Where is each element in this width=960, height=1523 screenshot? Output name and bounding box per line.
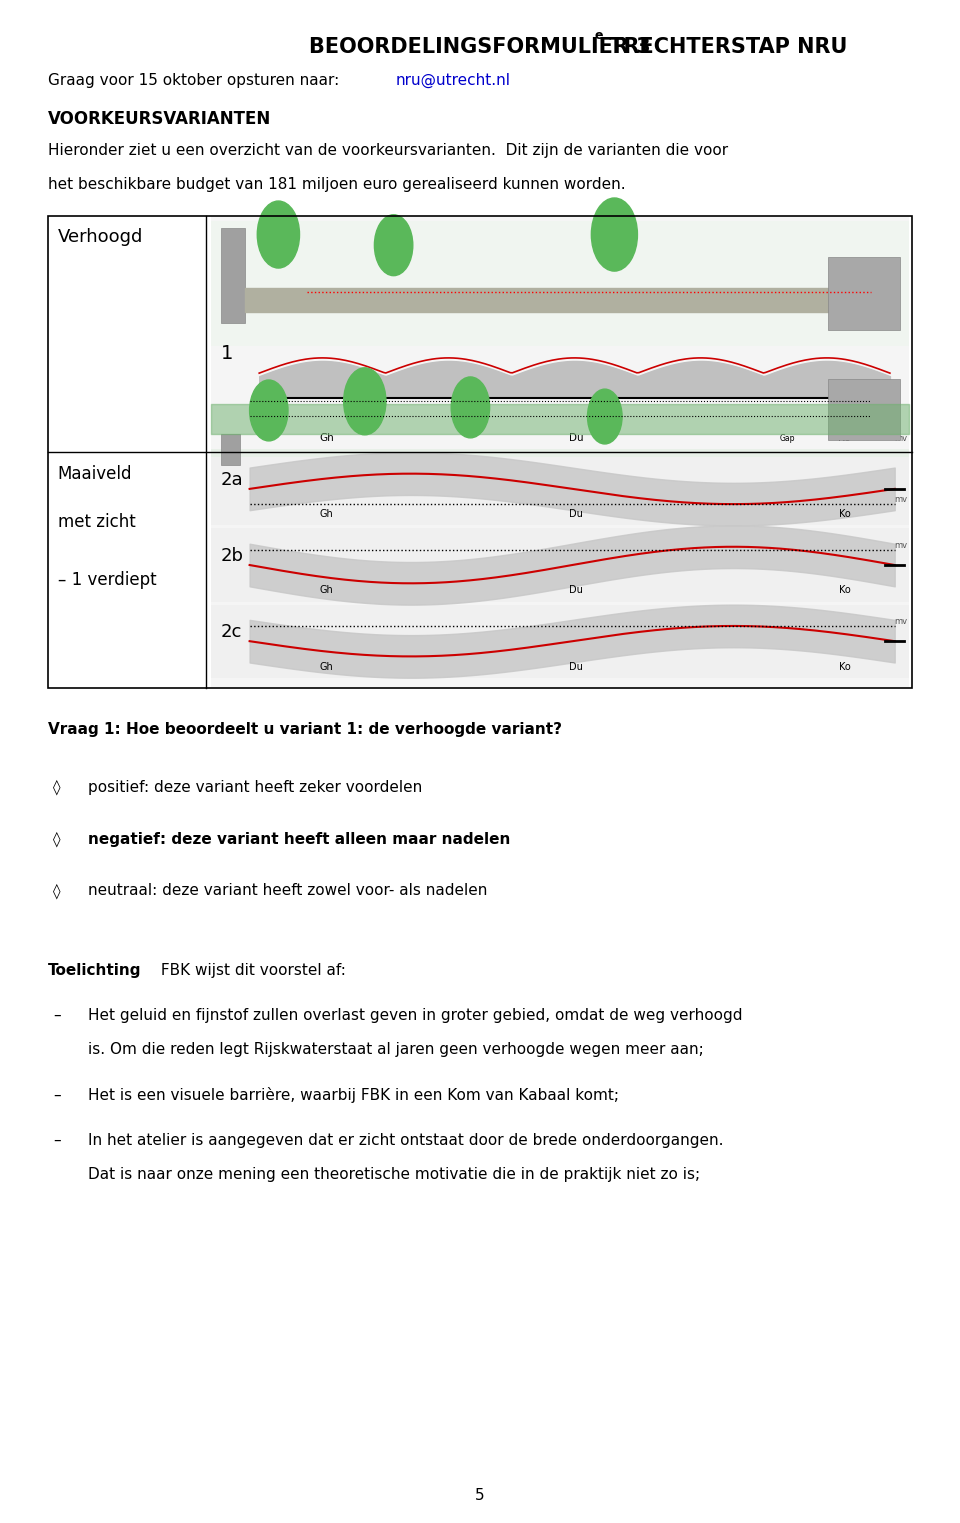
Text: Du: Du (569, 509, 583, 519)
Text: Ko: Ko (839, 509, 851, 519)
Text: is. Om die reden legt Rijskwaterstaat al jaren geen verhoogde wegen meer aan;: is. Om die reden legt Rijskwaterstaat al… (88, 1042, 704, 1057)
Text: Gh: Gh (320, 585, 333, 595)
Circle shape (250, 379, 288, 440)
Text: mv: mv (894, 495, 907, 504)
Text: het beschikbare budget van 181 miljoen euro gerealiseerd kunnen worden.: het beschikbare budget van 181 miljoen e… (48, 177, 626, 192)
Text: – 1 verdiept: – 1 verdiept (58, 571, 156, 589)
Text: mv: mv (894, 541, 907, 550)
Text: Gh: Gh (320, 509, 333, 519)
Text: –: – (53, 1133, 60, 1148)
Text: Dat is naar onze mening een theoretische motivatie die in de praktijk niet zo is: Dat is naar onze mening een theoretische… (88, 1167, 701, 1182)
Bar (221, 434, 240, 465)
Text: –: – (53, 1008, 60, 1023)
Text: Het is een visuele barrière, waarbij FBK in een Kom van Kabaal komt;: Het is een visuele barrière, waarbij FBK… (88, 1087, 619, 1104)
Circle shape (591, 198, 637, 271)
Text: Gap: Gap (780, 434, 795, 443)
Text: neutraal: deze variant heeft zowel voor- als nadelen: neutraal: deze variant heeft zowel voor-… (88, 883, 488, 899)
Text: Vraag 1: Hoe beoordeelt u variant 1: de verhoogde variant?: Vraag 1: Hoe beoordeelt u variant 1: de … (48, 722, 562, 737)
Text: BEOORDELINGSFORMULIER 3: BEOORDELINGSFORMULIER 3 (309, 37, 651, 56)
Text: Ko: Ko (838, 433, 852, 443)
Text: Maaiveld: Maaiveld (58, 465, 132, 483)
Text: e: e (594, 29, 603, 43)
Text: mv: mv (894, 434, 907, 443)
Text: 2c: 2c (221, 623, 242, 641)
Text: negatief: deze variant heeft alleen maar nadelen: negatief: deze variant heeft alleen maar… (88, 832, 511, 847)
Text: Toelichting: Toelichting (48, 963, 141, 978)
Text: VOORKEURSVARIANTEN: VOORKEURSVARIANTEN (48, 110, 272, 128)
Text: met zicht: met zicht (58, 513, 135, 532)
Text: 1: 1 (221, 344, 233, 362)
Text: Gh: Gh (319, 433, 334, 443)
Text: Graag voor 15 oktober opsturen naar:: Graag voor 15 oktober opsturen naar: (48, 73, 344, 88)
Circle shape (374, 215, 413, 276)
Text: Ko: Ko (839, 585, 851, 595)
Text: FBK wijst dit voorstel af:: FBK wijst dit voorstel af: (156, 963, 347, 978)
Text: ◊: ◊ (53, 832, 60, 847)
Text: positief: deze variant heeft zeker voordelen: positief: deze variant heeft zeker voord… (88, 780, 422, 795)
Text: TRECHTERSTAP NRU: TRECHTERSTAP NRU (602, 37, 848, 56)
Text: In het atelier is aangegeven dat er zicht ontstaat door de brede onderdoorgangen: In het atelier is aangegeven dat er zich… (88, 1133, 724, 1148)
Circle shape (451, 376, 490, 437)
Text: mv: mv (894, 617, 907, 626)
Text: Du: Du (569, 585, 583, 595)
Text: Hieronder ziet u een overzicht van de voorkeursvarianten.  Dit zijn de varianten: Hieronder ziet u een overzicht van de vo… (48, 143, 728, 158)
Text: nru@utrecht.nl: nru@utrecht.nl (396, 73, 511, 88)
Circle shape (344, 367, 386, 436)
Bar (211, 221, 909, 346)
Text: –: – (53, 1087, 60, 1103)
Bar (211, 216, 909, 452)
Bar (211, 605, 909, 678)
Text: 2b: 2b (221, 547, 244, 565)
Circle shape (588, 388, 622, 445)
Bar (211, 452, 909, 525)
Text: Ko: Ko (839, 661, 851, 672)
Circle shape (257, 201, 300, 268)
Bar (211, 449, 909, 457)
Text: 2a: 2a (221, 471, 244, 489)
Bar (211, 452, 909, 688)
Text: ◊: ◊ (53, 883, 60, 899)
Bar (221, 228, 245, 323)
Text: ◊: ◊ (53, 780, 60, 795)
Text: Du: Du (568, 433, 584, 443)
Bar (828, 379, 900, 440)
Bar (828, 257, 900, 330)
Text: Verhoogd: Verhoogd (58, 228, 143, 247)
Text: 5: 5 (475, 1488, 485, 1503)
Text: Het geluid en fijnstof zullen overlast geven in groter gebied, omdat de weg verh: Het geluid en fijnstof zullen overlast g… (88, 1008, 743, 1023)
Text: Gh: Gh (320, 661, 333, 672)
Bar (211, 528, 909, 602)
Text: Du: Du (569, 661, 583, 672)
